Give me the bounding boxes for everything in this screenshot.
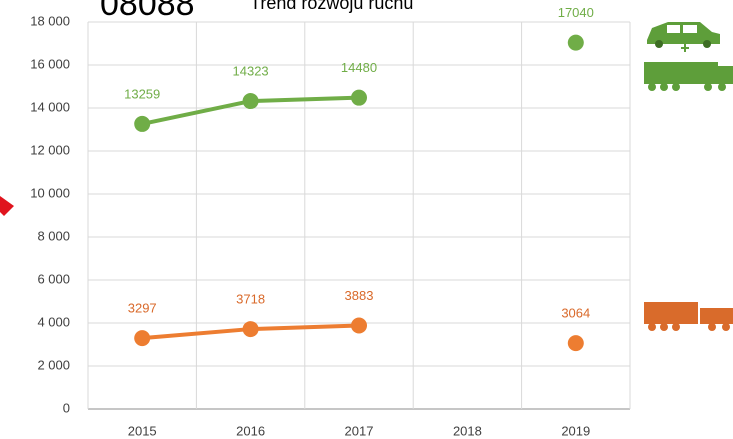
y-tick-label: 8 000 bbox=[37, 228, 70, 243]
y-tick-label: 12 000 bbox=[30, 142, 70, 157]
data-label: 14323 bbox=[233, 63, 269, 78]
data-label: 3883 bbox=[345, 288, 374, 303]
data-label: 14480 bbox=[341, 60, 377, 75]
x-tick-label: 2018 bbox=[453, 423, 482, 438]
data-point bbox=[567, 34, 584, 51]
x-tick-label: 2017 bbox=[345, 423, 374, 438]
y-tick-label: 16 000 bbox=[30, 56, 70, 71]
y-tick-label: 2 000 bbox=[37, 357, 70, 372]
data-label: 17040 bbox=[558, 5, 594, 20]
data-point bbox=[134, 115, 151, 132]
x-tick-label: 2015 bbox=[128, 423, 157, 438]
y-tick-label: 14 000 bbox=[30, 99, 70, 114]
arrow-marker bbox=[0, 196, 14, 216]
chart-title: Trend rozwoju ruchu bbox=[250, 0, 413, 13]
data-label: 3297 bbox=[128, 301, 157, 316]
y-tick-label: 18 000 bbox=[30, 13, 70, 28]
car-truck-icon bbox=[644, 22, 733, 91]
data-point bbox=[242, 321, 259, 338]
y-tick-label: 10 000 bbox=[30, 185, 70, 200]
chart-label: 08088 bbox=[100, 0, 195, 23]
series-line bbox=[142, 43, 576, 124]
y-tick-label: 6 000 bbox=[37, 271, 70, 286]
truck-icon bbox=[644, 302, 733, 331]
x-tick-label: 2019 bbox=[561, 423, 590, 438]
data-label: 13259 bbox=[124, 86, 160, 101]
data-point bbox=[351, 317, 367, 334]
y-tick-label: 4 000 bbox=[37, 314, 70, 329]
data-point bbox=[134, 330, 151, 347]
y-tick-label: 0 bbox=[63, 400, 70, 415]
data-point bbox=[567, 335, 584, 352]
x-tick-label: 2016 bbox=[236, 423, 265, 438]
data-label: 3718 bbox=[236, 292, 265, 307]
data-point bbox=[242, 93, 259, 110]
data-point bbox=[351, 89, 367, 106]
data-label: 3064 bbox=[561, 306, 590, 321]
